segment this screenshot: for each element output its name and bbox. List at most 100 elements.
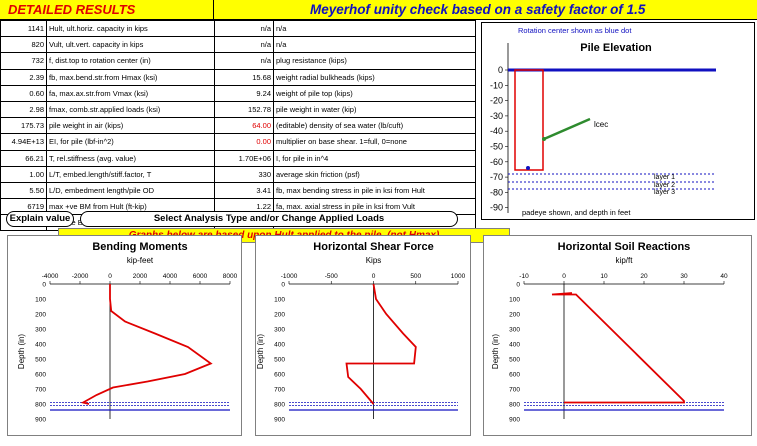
chart-unit: Kips xyxy=(366,256,382,265)
row-label-2: average skin friction (psf) xyxy=(273,165,476,183)
chart-title: Bending Moments xyxy=(92,241,187,253)
row-label: pile weight in air (kips) xyxy=(46,117,215,135)
row-label-2: I, for pile in in^4 xyxy=(273,149,476,167)
depth-tick-label: 900 xyxy=(509,417,520,424)
row-value-2: 1.70E+06 xyxy=(214,149,274,167)
row-label: fa, max.ax.str.from Vmax (ksi) xyxy=(46,84,215,102)
row-value-2[interactable]: 0.00 xyxy=(214,133,274,151)
depth-tick-label: 200 xyxy=(274,312,285,319)
lcec-label: lcec xyxy=(594,120,608,129)
depth-tick-label: 300 xyxy=(274,327,285,334)
depth-tick-label: 600 xyxy=(35,372,46,379)
data-series-line xyxy=(345,283,417,405)
row-label: fb, max.bend.str.from Hmax (ksi) xyxy=(46,68,215,86)
x-tick-label: 0 xyxy=(108,273,112,280)
pile-ytick-label: -10 xyxy=(490,80,503,90)
table-row: 175.73 pile weight in air (kips) 64.00 (edi… xyxy=(0,117,476,135)
x-tick-label: 0 xyxy=(562,273,566,280)
header-left: DETAILED RESULTS xyxy=(0,0,214,20)
depth-tick-label: 500 xyxy=(274,357,285,364)
row-label-2: n/a xyxy=(273,36,476,54)
row-label: Vult, ult.vert. capacity in kips xyxy=(46,36,215,54)
row-value: 5.50 xyxy=(0,181,47,200)
depth-tick-label: 100 xyxy=(274,297,285,304)
depth-tick-label: 300 xyxy=(35,327,46,334)
x-tick-label: 0 xyxy=(372,273,376,280)
pile-elevation-title: Pile Elevation xyxy=(580,42,652,54)
chart-unit: kip/ft xyxy=(616,256,634,265)
data-series-line xyxy=(80,284,213,405)
row-value-2: 9.24 xyxy=(214,84,274,102)
depth-axis-label: Depth (in) xyxy=(17,334,26,369)
x-tick-label: -2000 xyxy=(72,273,89,280)
row-value-2: 15.68 xyxy=(214,68,274,86)
data-series-line xyxy=(551,292,685,404)
row-value-2: 330 xyxy=(214,165,274,183)
depth-tick-label: 600 xyxy=(509,372,520,379)
x-tick-label: 8000 xyxy=(223,273,238,280)
x-tick-label: -10 xyxy=(519,273,529,280)
depth-tick-label: 200 xyxy=(35,312,46,319)
pile-ytick-label: -20 xyxy=(490,96,503,106)
row-value-2: 152.78 xyxy=(214,100,274,119)
pile-ytick-label: -80 xyxy=(490,187,503,197)
depth-tick-label: 0 xyxy=(42,282,46,289)
row-value: 4.94E+13 xyxy=(0,133,47,151)
pile-elevation-panel: Rotation center shown as blue dot Pile E… xyxy=(481,22,755,220)
select-analysis-button[interactable]: Select Analysis Type and/or Change Appli… xyxy=(80,211,458,227)
depth-tick-label: 500 xyxy=(35,357,46,364)
padeye-line xyxy=(543,117,591,141)
chart-title: Horizontal Soil Reactions xyxy=(558,241,691,253)
pile-ytick-label: -30 xyxy=(490,111,503,121)
x-tick-label: 6000 xyxy=(193,273,208,280)
soil-reactions-chart: Horizontal Soil Reactions kip/ft -10 0 10 20 3… xyxy=(483,235,752,436)
table-row: 6719 max +ve BM from Hult (ft-kip) 1.22 fa,… xyxy=(0,198,476,216)
row-label-2: multiplier on base shear. 1=full, 0=none xyxy=(273,133,476,151)
detailed-results-title: DETAILED RESULTS xyxy=(8,2,136,17)
row-value: 1.00 xyxy=(0,165,47,183)
depth-tick-label: 400 xyxy=(509,342,520,349)
x-tick-label: 10 xyxy=(600,273,608,280)
bending-moments-chart: Bending Moments kip-feet -4000 -2000 0 2000 40… xyxy=(7,235,242,436)
row-label-2: n/a xyxy=(273,19,476,38)
row-label-2: fb, max bending stress in pile in ksi fr… xyxy=(273,181,476,200)
depth-tick-label: 100 xyxy=(35,297,46,304)
results-table: 1141 Hult, ult.horiz. capacity in kips n/a… xyxy=(0,19,476,232)
layer-2-label: layer 2 xyxy=(654,182,675,189)
table-row: 820 Vult, ult.vert. capacity in kips n/a n/… xyxy=(0,36,476,54)
row-label: L/T, embed.length/stiff.factor, T xyxy=(46,165,215,183)
x-tick-label: 1000 xyxy=(451,273,466,280)
table-row: 66.21 T, rel.stiffness (avg. value) 1.70E+… xyxy=(0,149,476,167)
x-tick-label: -4000 xyxy=(42,273,59,280)
soil-reactions-svg: Horizontal Soil Reactions kip/ft -10 0 10 20 3… xyxy=(491,241,728,424)
pile-ytick-label: -60 xyxy=(490,157,503,167)
row-label-2: (editable) density of sea water (lb/cuft… xyxy=(273,117,476,135)
row-value: 2.39 xyxy=(0,68,47,86)
row-value-2: 3.41 xyxy=(214,181,274,200)
row-label: EI, for pile (lbf-in^2) xyxy=(46,133,215,151)
x-tick-label: 500 xyxy=(410,273,421,280)
table-row: 4.94E+13 EI, for pile (lbf-in^2) 0.00 multi… xyxy=(0,133,476,151)
depth-axis-label: Depth (in) xyxy=(491,334,500,369)
depth-tick-label: 900 xyxy=(35,417,46,424)
row-value-2[interactable]: 64.00 xyxy=(214,117,274,135)
meyerhof-title: Meyerhof unity check based on a safety f… xyxy=(310,2,646,17)
shear-force-chart: Horizontal Shear Force Kips -1000 -500 0 500 1… xyxy=(255,235,471,436)
row-value: 820 xyxy=(0,36,47,54)
row-label: fmax, comb.str.applied loads (ksi) xyxy=(46,100,215,119)
depth-tick-label: 200 xyxy=(509,312,520,319)
pile-ytick-label: -40 xyxy=(490,126,503,136)
depth-tick-label: 800 xyxy=(35,402,46,409)
row-label-2: weight radial bulkheads (kips) xyxy=(273,68,476,86)
rotation-center-dot xyxy=(526,166,530,170)
row-value: 66.21 xyxy=(0,149,47,167)
table-row: 2.39 fb, max.bend.str.from Hmax (ksi) 15.6… xyxy=(0,68,476,86)
row-label: L/D, embedment length/pile OD xyxy=(46,181,215,200)
explain-value-button[interactable]: Explain value xyxy=(6,211,74,227)
depth-tick-label: 400 xyxy=(274,342,285,349)
depth-tick-label: 0 xyxy=(516,282,520,289)
row-label: Hult, ult.horiz. capacity in kips xyxy=(46,19,215,38)
rotation-note: Rotation center shown as blue dot xyxy=(518,26,632,35)
depth-tick-label: 800 xyxy=(274,402,285,409)
